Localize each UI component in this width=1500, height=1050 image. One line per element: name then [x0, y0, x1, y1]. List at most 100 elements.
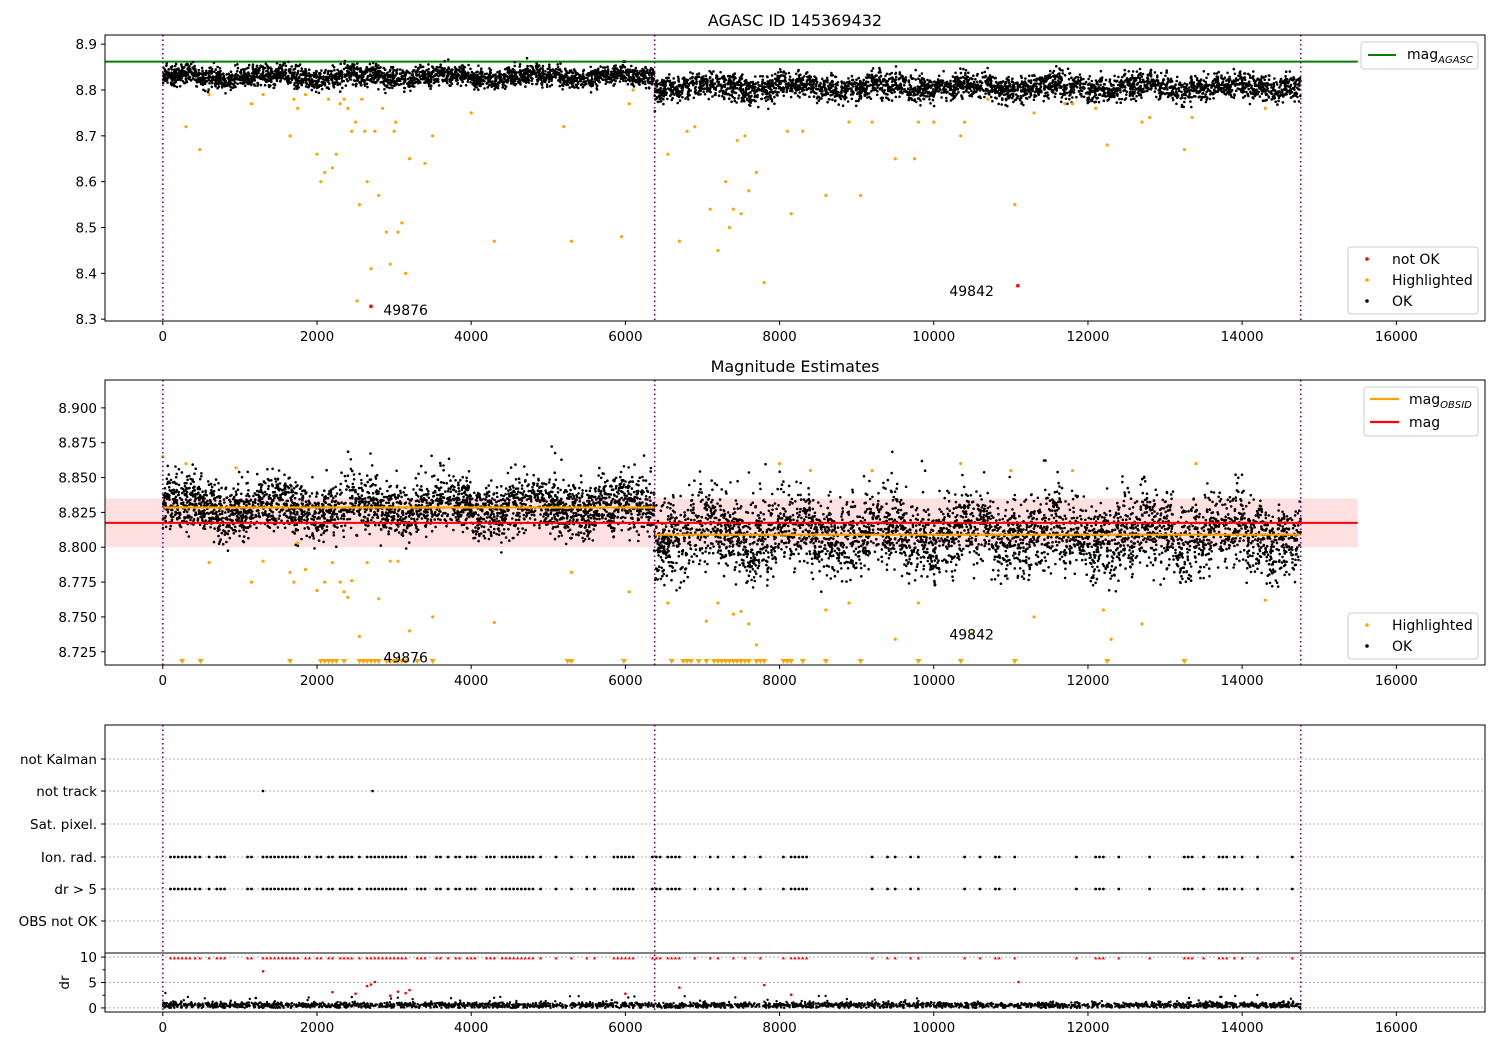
- agasc-highlighted-point: [1013, 202, 1017, 207]
- dr-red-point: [789, 993, 793, 997]
- flags-ion-point: [793, 855, 797, 859]
- flags-ion-point: [277, 855, 280, 859]
- dr-capped-marker: [758, 956, 762, 960]
- dr-red-point: [354, 992, 357, 995]
- dr-red-point: [388, 994, 392, 998]
- flags-ion-point: [284, 855, 288, 859]
- flags-dr5-point: [1101, 887, 1105, 891]
- 0-xtick-label: 14000: [1221, 329, 1264, 345]
- flags-dr5-point: [446, 887, 450, 891]
- flags-dr5-point: [627, 887, 631, 891]
- agasc-highlighted-point: [708, 207, 712, 211]
- flags-ion-point: [801, 855, 805, 859]
- dr-xtick-label: 10000: [912, 1020, 955, 1036]
- flags-dr5-point: [331, 887, 334, 891]
- flags-dr5-point: [789, 887, 793, 891]
- flags-ion-point: [365, 855, 369, 859]
- estimates-obsid-annotation: 49876: [383, 650, 428, 666]
- agasc-axes-frame: [104, 34, 1486, 322]
- flags-ion-point: [446, 855, 450, 859]
- estimates-highlighted-point: [1194, 462, 1198, 466]
- agasc-highlighted-point: [404, 271, 408, 275]
- flags-dr5-point: [963, 887, 967, 891]
- dr-capped-marker: [388, 956, 392, 960]
- flags-ion-point: [1256, 855, 1259, 859]
- estimates-highlighted-point: [569, 570, 574, 574]
- flags-ion-point: [404, 855, 408, 859]
- estimates-clipped-marker: [394, 659, 401, 664]
- dr-capped-marker: [338, 956, 342, 960]
- flags-category-label: Sat. pixel.: [30, 817, 97, 833]
- flags-dr5-point: [342, 887, 346, 891]
- agasc-highlighted-point: [963, 120, 967, 124]
- flags-ion-point: [708, 855, 712, 859]
- dr-red-point: [408, 988, 411, 992]
- flags-dr5-point: [458, 887, 462, 891]
- flags-dr5-point: [631, 887, 635, 891]
- flags-dr5-point: [292, 887, 296, 891]
- dr-capped-marker: [222, 956, 227, 960]
- estimates-clipped-marker: [734, 659, 741, 664]
- agasc-ytick-label: 8.4: [76, 266, 97, 282]
- flags-ion-point: [304, 855, 307, 859]
- estimates-clipped-marker: [730, 659, 737, 664]
- estimates-highlighted-point: [704, 619, 708, 623]
- flags-ion-point: [1233, 855, 1236, 859]
- flags-ion-point: [1182, 855, 1186, 859]
- estimates-ok-points: [161, 445, 656, 554]
- estimates-clipped-marker: [564, 659, 571, 664]
- estimates-clipped-marker: [367, 659, 374, 664]
- flags-dr5-point: [265, 887, 269, 891]
- estimates-clipped-marker: [718, 659, 725, 664]
- flags-dr5-point: [1148, 887, 1152, 891]
- flags-dr5-point: [327, 887, 330, 891]
- agasc-highlighted-point: [824, 193, 828, 198]
- dr-capped-marker: [916, 956, 920, 960]
- flags-ion-point: [438, 855, 442, 859]
- flags-dr5-point: [350, 887, 354, 891]
- flags-ion-point: [377, 855, 381, 859]
- 1-xtick-label: 2000: [300, 673, 334, 689]
- estimates-ytick-label: 8.725: [58, 645, 97, 661]
- agasc-highlighted-point: [319, 180, 323, 184]
- flags-ion-point: [261, 855, 265, 859]
- flags-dr5-point: [384, 887, 388, 891]
- estimates-highlighted-point: [666, 601, 670, 605]
- flags-dr5-point: [654, 887, 658, 891]
- flags-ion-point: [616, 855, 620, 859]
- estimates-highlighted-point: [1070, 468, 1075, 473]
- flags-ion-point: [469, 855, 473, 859]
- flags-ion-point: [1240, 855, 1244, 859]
- estimates-highlighted-point: [1109, 637, 1113, 641]
- estimates-clipped-marker: [714, 659, 721, 664]
- dr-capped-marker: [423, 956, 427, 960]
- dr-capped-marker: [1013, 956, 1017, 960]
- dr-capped-marker: [804, 956, 809, 960]
- estimates-clipped-marker: [703, 659, 710, 664]
- flags-ion-point: [280, 855, 284, 859]
- flags-dr5-point: [1202, 887, 1206, 891]
- flags-ion-point: [419, 855, 423, 859]
- dr-capped-marker: [512, 956, 516, 960]
- flags-dr5-point: [392, 887, 396, 891]
- 1-xtick-label: 10000: [912, 673, 955, 689]
- agasc-plot-area: [105, 35, 1485, 321]
- dr-capped-marker: [434, 956, 439, 960]
- flags-ion-point: [246, 855, 250, 859]
- dr-capped-marker: [485, 956, 489, 960]
- dr-capped-marker: [377, 956, 381, 960]
- dr-capped-marker: [465, 956, 469, 960]
- dr-capped-marker: [793, 956, 797, 960]
- flags-ion-point: [1221, 855, 1225, 859]
- dr-capped-marker: [1202, 956, 1206, 960]
- flags-dr5-point: [1190, 887, 1194, 891]
- flags-ion-point: [627, 855, 631, 859]
- dr-capped-marker: [419, 956, 423, 960]
- estimates-clipped-marker: [321, 659, 328, 664]
- agasc-highlighted-point: [400, 221, 404, 225]
- estimates-highlighted-point: [970, 632, 974, 636]
- flags-ion-point: [1186, 855, 1190, 859]
- estimates-clipped-marker: [329, 659, 336, 664]
- agasc-highlighted-point: [747, 189, 751, 193]
- estimates-points-legend: [1347, 612, 1479, 660]
